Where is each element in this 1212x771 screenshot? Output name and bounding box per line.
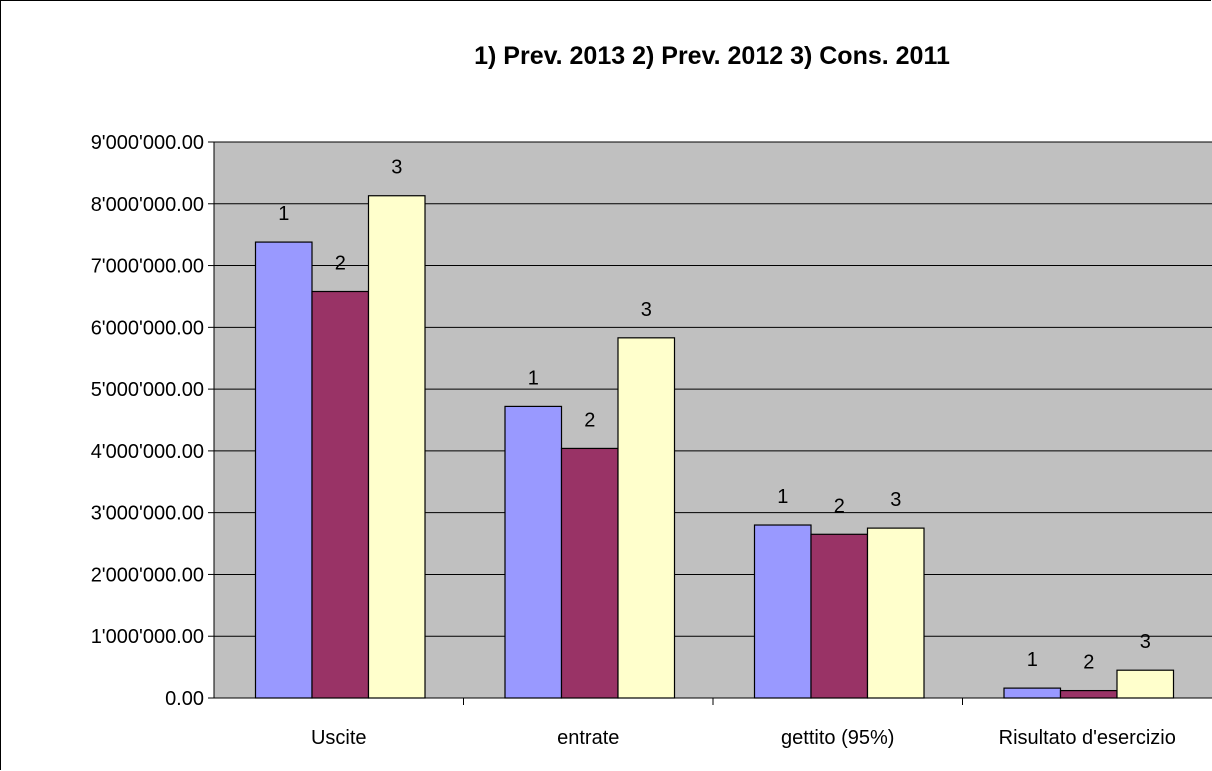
- y-tick-label: 4'000'000.00: [91, 441, 204, 463]
- x-tick-label: gettito (95%): [781, 727, 894, 749]
- bar: [311, 290, 370, 699]
- y-tick-label: 3'000'000.00: [91, 503, 204, 525]
- data-label: 3: [890, 489, 901, 511]
- data-label: 2: [335, 253, 346, 275]
- data-label: 3: [641, 299, 652, 321]
- bar: [254, 241, 313, 699]
- x-tick-label: Uscite: [311, 727, 367, 749]
- x-tick-label: Risultato d'esercizio: [999, 727, 1176, 749]
- y-tick-label: 1'000'000.00: [91, 626, 204, 648]
- data-label: 2: [1083, 652, 1094, 674]
- y-tick-label: 9'000'000.00: [91, 132, 204, 154]
- bar: [560, 447, 619, 699]
- data-label: 2: [584, 409, 595, 431]
- x-tick-label: entrate: [557, 727, 619, 749]
- bar: [866, 527, 925, 699]
- x-axis: Uscite entrate gettito (95%) Risultato d'es…: [214, 697, 1212, 749]
- bar: [810, 533, 869, 699]
- data-label: 1: [1027, 649, 1038, 671]
- y-tick-label: 7'000'000.00: [91, 256, 204, 278]
- bar: [1003, 687, 1062, 699]
- bar: [1116, 669, 1175, 699]
- data-label: 3: [391, 157, 402, 179]
- bar: [617, 337, 676, 699]
- bars: 1 2 3 1 2 3 1 2 3 1 2 3: [254, 157, 1175, 699]
- bar: [504, 405, 563, 699]
- y-axis: 0.00 1'000'000.00 2'000'000.00 3'000'000.00…: [91, 132, 215, 710]
- bar: [367, 195, 426, 699]
- bar: [1059, 689, 1118, 699]
- data-label: 1: [278, 203, 289, 225]
- y-tick-label: 6'000'000.00: [91, 317, 204, 339]
- y-tick-label: 5'000'000.00: [91, 379, 204, 401]
- bar: [753, 524, 812, 699]
- data-label: 3: [1140, 631, 1151, 653]
- y-tick-label: 8'000'000.00: [91, 194, 204, 216]
- data-label: 2: [834, 495, 845, 517]
- data-label: 1: [528, 367, 539, 389]
- y-tick-label: 2'000'000.00: [91, 564, 204, 586]
- data-label: 1: [777, 486, 788, 508]
- chart-title: 1) Prev. 2013 2) Prev. 2012 3) Cons. 201…: [474, 42, 950, 70]
- y-tick-label: 0.00: [165, 688, 204, 710]
